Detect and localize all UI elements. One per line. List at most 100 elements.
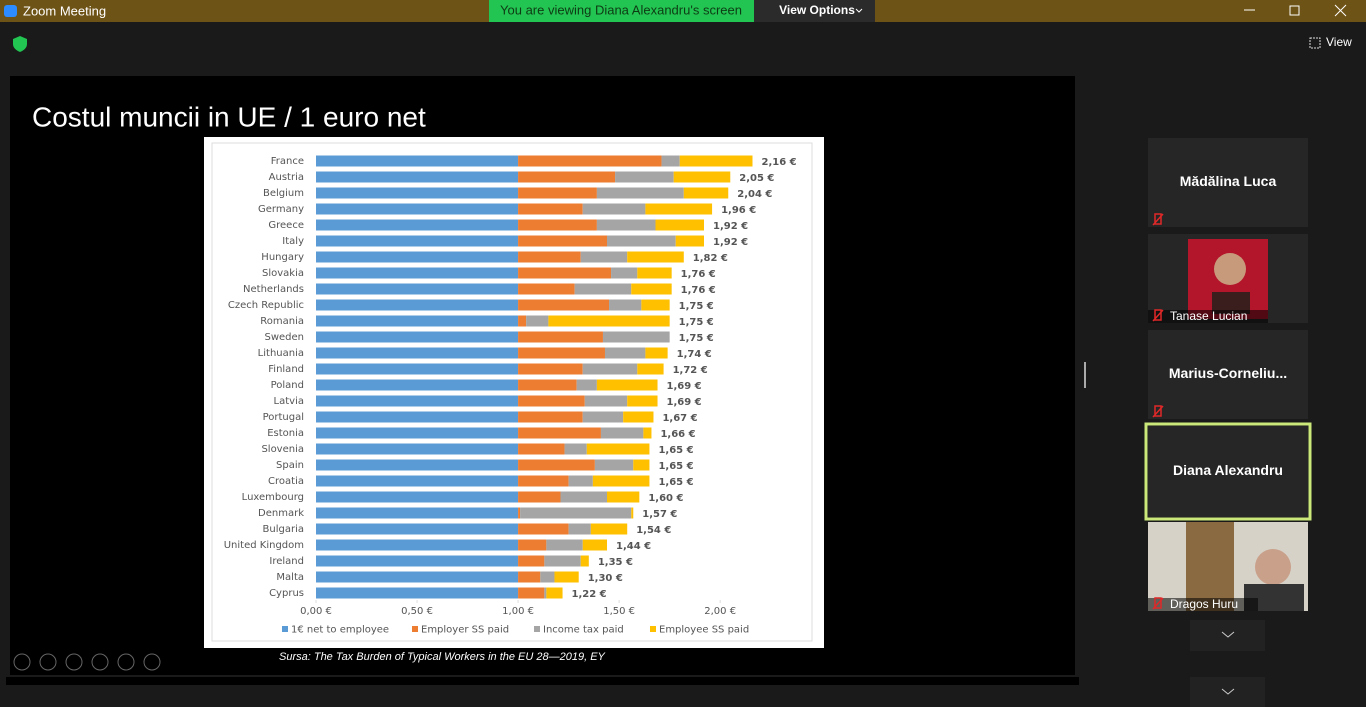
view-label[interactable]: View: [1326, 35, 1352, 49]
bar-segment: [661, 155, 680, 167]
muted-icon: [1152, 309, 1164, 322]
total-label: 1,75 €: [679, 301, 714, 312]
view-button[interactable]: View: [1309, 35, 1352, 49]
bar-segment: [584, 395, 628, 407]
legend-swatch: [282, 626, 288, 632]
bar-segment: [518, 539, 547, 551]
bar-segment: [655, 219, 704, 231]
bar-segment: [316, 251, 519, 263]
total-label: 1,44 €: [616, 541, 651, 552]
category-label: Greece: [268, 220, 304, 231]
bar-segment: [645, 203, 713, 215]
video-person: [1255, 549, 1291, 585]
bar-segment: [518, 379, 577, 391]
category-label: Luxembourg: [242, 492, 304, 503]
category-label: Hungary: [261, 252, 304, 263]
bar-segment: [316, 235, 519, 247]
total-label: 1,57 €: [642, 509, 677, 520]
video-shelf: [1186, 522, 1234, 611]
total-label: 2,05 €: [739, 173, 774, 184]
name-backdrop: [1148, 310, 1268, 323]
bar-segment: [568, 523, 591, 535]
zoom-button[interactable]: [117, 653, 135, 671]
bar-segment: [316, 475, 519, 487]
bar-segment: [643, 427, 652, 439]
more-button[interactable]: [143, 653, 161, 671]
category-label: Poland: [271, 380, 304, 391]
legend-label: Employee SS paid: [659, 625, 749, 636]
muted-icon: [1152, 213, 1164, 226]
close[interactable]: [1334, 4, 1347, 17]
scroll-down[interactable]: [1190, 620, 1265, 651]
next-button[interactable]: [39, 653, 57, 671]
view-options-button[interactable]: [754, 0, 875, 22]
bar-segment: [604, 347, 646, 359]
security-shield[interactable]: [13, 36, 27, 52]
total-label: 1,72 €: [673, 365, 708, 376]
total-label: 1,65 €: [658, 445, 693, 456]
legend-label: Employer SS paid: [421, 625, 509, 636]
bar-segment: [683, 187, 729, 199]
bar-segment: [316, 491, 519, 503]
bar-segment: [518, 171, 616, 183]
total-label: 1,30 €: [588, 573, 623, 584]
bar-segment: [607, 491, 640, 503]
bar-segment: [518, 235, 607, 247]
total-label: 1,66 €: [660, 429, 695, 440]
category-label: Latvia: [274, 396, 304, 407]
category-label: Denmark: [258, 508, 304, 519]
name-backdrop: [1148, 598, 1258, 611]
bar-segment: [518, 347, 605, 359]
bar-segment: [518, 427, 601, 439]
participant-name: Tanase Lucian: [1170, 309, 1247, 323]
bar-segment: [518, 587, 545, 599]
x-tick-label: 1,50 €: [603, 606, 635, 617]
legend-swatch: [534, 626, 540, 632]
bar-segment: [316, 219, 519, 231]
total-label: 1,69 €: [667, 381, 702, 392]
bar-segment: [627, 251, 684, 263]
bar-segment: [518, 523, 569, 535]
bar-segment: [518, 443, 565, 455]
total-label: 1,35 €: [598, 557, 633, 568]
view-icon: [1309, 37, 1321, 49]
bar-segment: [316, 203, 519, 215]
restore[interactable]: [1289, 5, 1300, 16]
bar-segment: [560, 491, 607, 503]
pen-button[interactable]: [65, 653, 83, 671]
participant-tile[interactable]: [1148, 138, 1308, 227]
participant-tile[interactable]: [1148, 330, 1308, 419]
total-label: 1,60 €: [648, 493, 683, 504]
bar-segment: [631, 283, 672, 295]
bar-segment: [518, 363, 583, 375]
bar-segment: [544, 555, 581, 567]
total-label: 1,96 €: [721, 205, 756, 216]
bar-segment: [641, 299, 670, 311]
total-label: 1,76 €: [681, 269, 716, 280]
bar-segment: [518, 267, 612, 279]
slides-button[interactable]: [91, 653, 109, 671]
bar-segment: [316, 555, 519, 567]
scroll-down[interactable]: [1190, 677, 1265, 707]
bar-segment: [518, 571, 541, 583]
bar-segment: [568, 475, 593, 487]
x-tick-label: 0,50 €: [401, 606, 433, 617]
bar-segment: [540, 571, 555, 583]
view-options-label[interactable]: View Options: [779, 3, 855, 17]
total-label: 1,92 €: [713, 221, 748, 232]
prev-button[interactable]: [13, 653, 31, 671]
bar-segment: [609, 299, 642, 311]
total-label: 1,82 €: [693, 253, 728, 264]
category-label: Portugal: [263, 412, 304, 423]
category-label: Croatia: [268, 476, 304, 487]
total-label: 1,75 €: [679, 333, 714, 344]
bar-segment: [316, 267, 519, 279]
participant-tile[interactable]: [1148, 426, 1308, 517]
bar-segment: [594, 459, 634, 471]
total-label: 1,75 €: [679, 317, 714, 328]
bar-segment: [596, 379, 658, 391]
chevron-down: [1221, 688, 1235, 695]
bar-segment: [631, 507, 634, 519]
bar-segment: [518, 491, 561, 503]
legend-swatch: [412, 626, 418, 632]
